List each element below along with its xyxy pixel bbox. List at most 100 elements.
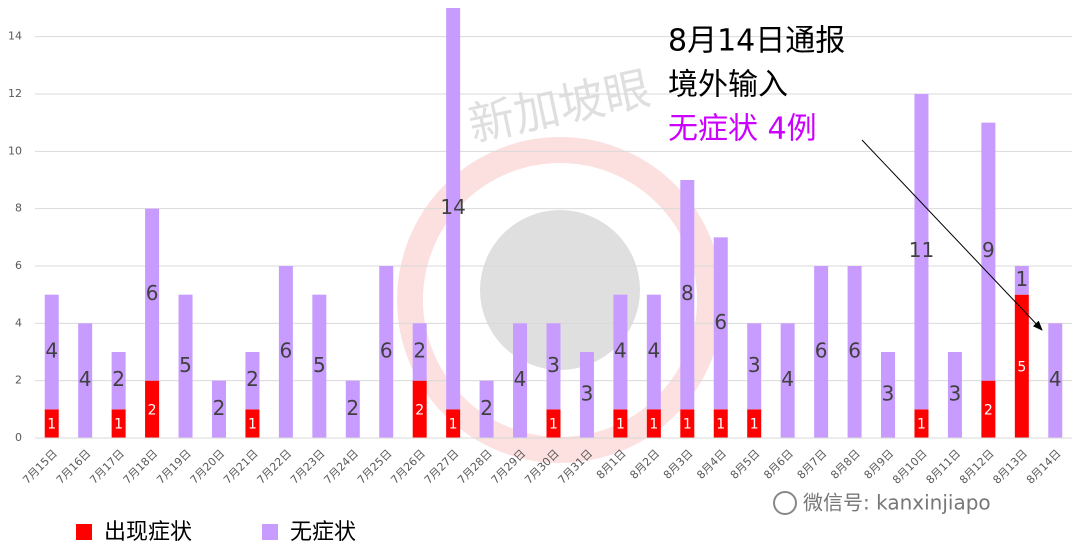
legend-swatch	[76, 524, 92, 540]
x-tick-label: 7月23日	[288, 447, 328, 487]
x-tick-label: 8月11日	[924, 447, 964, 487]
bar-segment	[479, 380, 494, 438]
y-tick-label: 12	[8, 87, 22, 100]
bar-segment	[345, 380, 360, 438]
x-tick-label: 7月17日	[87, 447, 127, 487]
data-label: 4	[614, 339, 627, 363]
data-label: 6	[848, 339, 861, 363]
y-tick-label: 0	[15, 431, 22, 444]
data-label: 2	[112, 367, 125, 391]
bar-segment	[145, 380, 160, 438]
bar-segment	[747, 409, 762, 438]
bar-segment	[981, 122, 996, 381]
data-label: 6	[146, 281, 159, 305]
bar-segment	[814, 266, 829, 438]
y-tick-label: 6	[15, 259, 22, 272]
bar-segment	[613, 294, 628, 410]
data-label: 1	[750, 417, 759, 433]
x-tick-label: 7月26日	[388, 447, 428, 487]
data-label: 1	[248, 417, 257, 433]
x-tick-label: 7月27日	[422, 447, 462, 487]
y-tick-label: 2	[15, 374, 22, 387]
bar-segment	[44, 409, 59, 438]
data-label: 4	[79, 367, 92, 391]
bar-segment	[713, 409, 728, 438]
bar-segment	[245, 409, 260, 438]
bar-segment	[1014, 266, 1029, 295]
data-label: 14	[440, 195, 465, 219]
bar-segment	[278, 266, 293, 438]
data-label: 11	[909, 238, 934, 262]
legend-label: 无症状	[290, 520, 356, 545]
data-label: 8	[681, 281, 694, 305]
bar-segment	[981, 380, 996, 438]
data-label: 4	[781, 367, 794, 391]
data-label: 1	[114, 417, 123, 433]
data-label: 3	[949, 382, 962, 406]
data-label: 2	[148, 402, 157, 418]
source: 微信号: kanxinjiapo	[803, 491, 991, 515]
data-label: 5	[1017, 359, 1026, 375]
data-label: 2	[415, 402, 424, 418]
data-label: 4	[514, 367, 527, 391]
data-label: 6	[380, 339, 393, 363]
bar-segment	[881, 352, 896, 438]
data-label: 1	[683, 417, 692, 433]
bar-segment	[847, 266, 862, 438]
data-label: 4	[45, 339, 58, 363]
data-label: 6	[280, 339, 293, 363]
data-label: 1	[917, 417, 926, 433]
x-tick-label: 7月15日	[20, 447, 60, 487]
data-label: 2	[246, 367, 259, 391]
x-tick-label: 7月25日	[355, 447, 395, 487]
x-tick-label: 8月10日	[890, 447, 930, 487]
data-label: 1	[549, 417, 558, 433]
bar-segment	[211, 380, 226, 438]
x-tick-label: 8月7日	[795, 447, 830, 482]
x-tick-label: 7月16日	[54, 447, 94, 487]
data-label: 4	[647, 339, 660, 363]
bar-segment	[914, 94, 929, 410]
bar-segment	[44, 294, 59, 410]
data-label: 1	[449, 417, 458, 433]
bar-segment	[111, 409, 126, 438]
annotation-arrow	[861, 139, 1043, 331]
data-label: 1	[47, 417, 56, 433]
bar-segment	[312, 294, 327, 438]
data-label: 1	[616, 417, 625, 433]
bar-segment	[680, 409, 695, 438]
x-tick-label: 8月13日	[990, 447, 1030, 487]
x-tick-label: 7月28日	[455, 447, 495, 487]
x-tick-label: 7月20日	[188, 447, 228, 487]
data-label: 6	[714, 310, 727, 334]
data-label: 3	[581, 382, 594, 406]
y-tick-label: 4	[15, 316, 22, 329]
data-label: 2	[213, 396, 226, 420]
data-label: 1	[716, 417, 725, 433]
bar-segment	[546, 409, 561, 438]
x-tick-label: 8月3日	[661, 447, 696, 482]
data-label: 2	[984, 402, 993, 418]
bar-segment	[747, 323, 762, 410]
x-tick-label: 7月24日	[321, 447, 361, 487]
bar-segment	[914, 409, 929, 438]
x-tick-label: 8月4日	[694, 447, 729, 482]
annotation: 8月14日通报	[668, 24, 845, 59]
bar-segment	[446, 8, 461, 410]
bar-segment	[780, 323, 795, 438]
bar-segment	[680, 180, 695, 410]
x-tick-label: 8月12日	[957, 447, 997, 487]
data-label: 6	[815, 339, 828, 363]
x-tick-label: 8月2日	[627, 447, 662, 482]
data-label: 4	[1049, 367, 1062, 391]
bar-segment	[546, 323, 561, 410]
x-tick-label: 8月14日	[1024, 447, 1064, 487]
bar-segment	[178, 294, 193, 438]
y-tick-label: 14	[8, 30, 22, 43]
wechat-icon	[773, 491, 797, 515]
x-tick-label: 7月19日	[154, 447, 194, 487]
data-label: 9	[982, 238, 995, 262]
data-label: 2	[480, 396, 493, 420]
data-label: 1	[1015, 267, 1028, 291]
